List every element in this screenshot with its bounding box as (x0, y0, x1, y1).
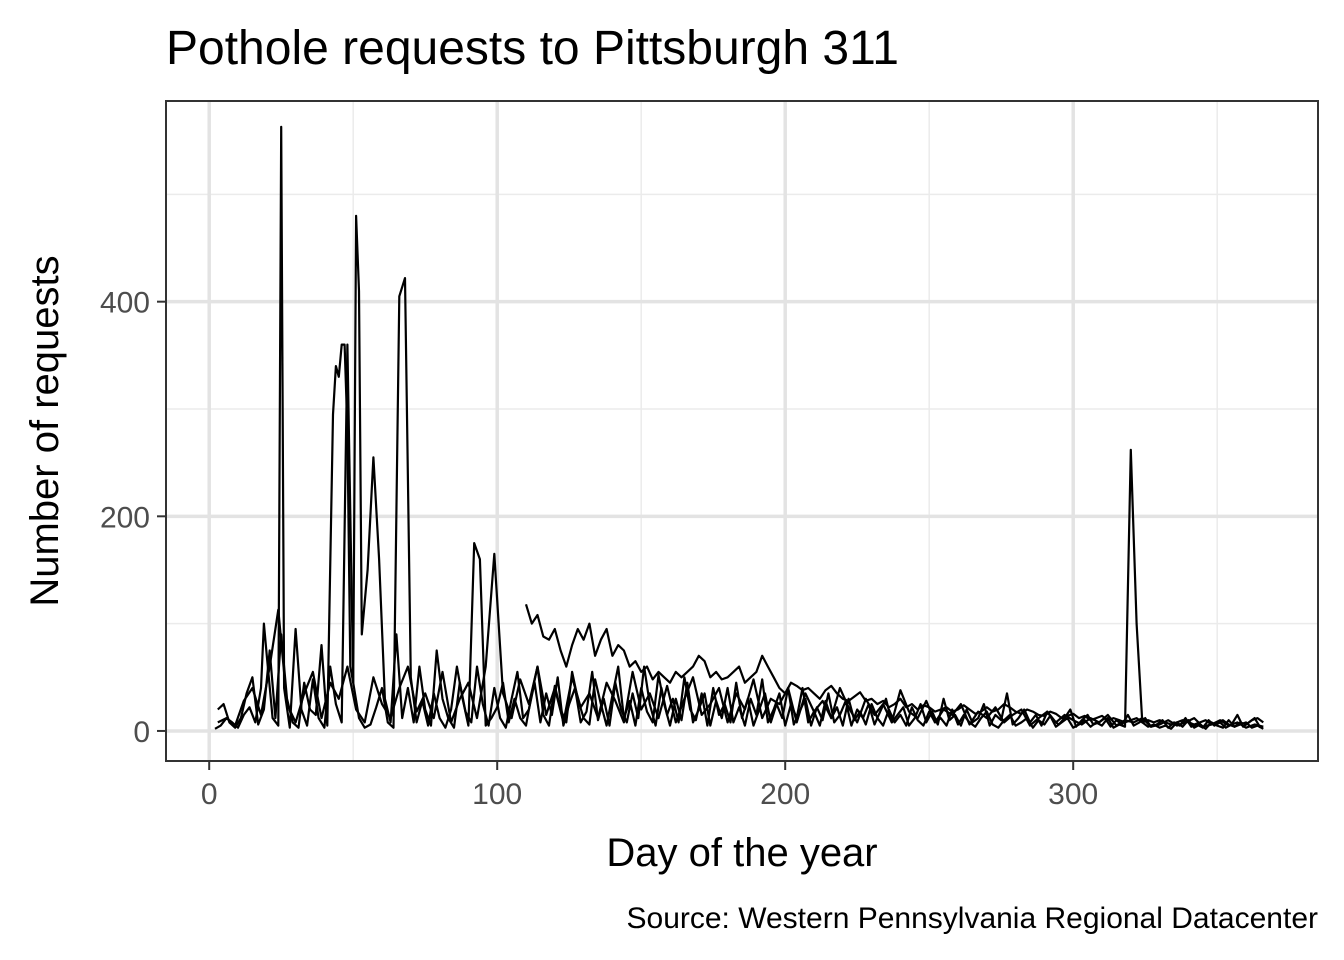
plot-panel-border (165, 100, 1319, 762)
minor-gridlines (166, 101, 1318, 761)
x-tick-label: 0 (201, 778, 218, 811)
y-tick-label: 200 (100, 501, 150, 534)
plot-panel-background (166, 101, 1318, 761)
y-tick-label: 0 (133, 716, 150, 749)
y-axis: 0 200 400 (100, 287, 166, 749)
x-tick-label: 300 (1048, 778, 1098, 811)
chart-title: Pothole requests to Pittsburgh 311 (166, 22, 899, 75)
x-tick-label: 200 (760, 778, 810, 811)
x-tick-label: 100 (472, 778, 522, 811)
y-axis-title: Number of requests (23, 255, 67, 606)
y-tick-label: 400 (100, 287, 150, 320)
series-line-4 (524, 603, 1264, 728)
series-line-2 (217, 214, 1262, 729)
chart-caption: Source: Western Pennsylvania Regional Da… (627, 902, 1319, 935)
x-axis: 0 100 200 300 (201, 761, 1098, 811)
x-axis-title: Day of the year (606, 831, 877, 875)
series-lines (214, 125, 1264, 730)
series-line-1 (214, 125, 1264, 730)
